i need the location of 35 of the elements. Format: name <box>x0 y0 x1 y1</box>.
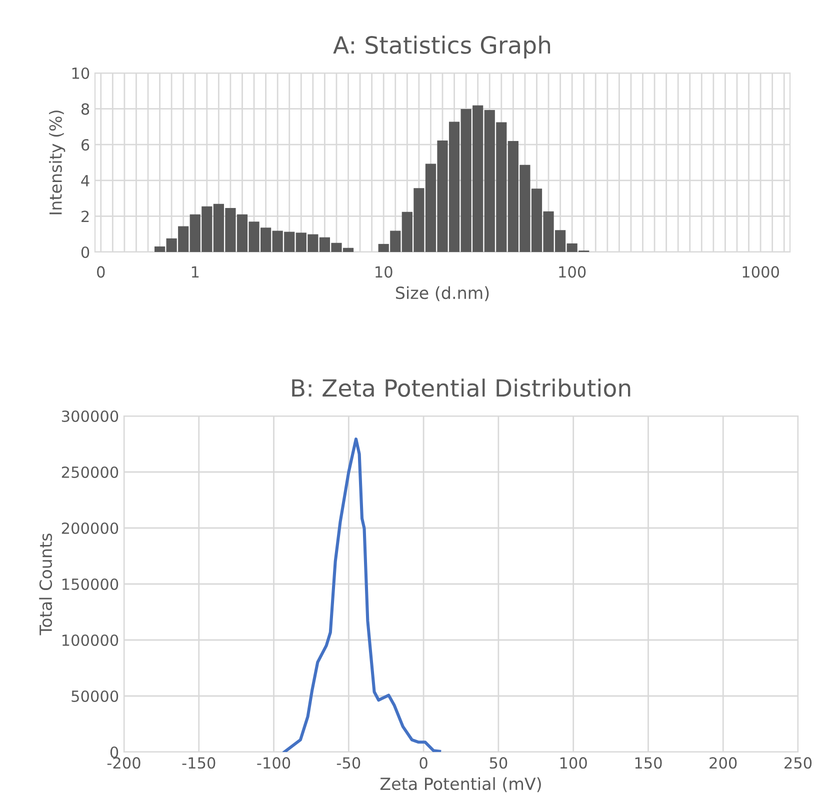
x-tick-label: 250 <box>784 757 812 769</box>
y-axis-title: Intensity (%) <box>49 110 66 214</box>
y-tick-label: 250000 <box>62 466 118 478</box>
y-tick-label: 150000 <box>62 578 118 590</box>
x-tick-label: 1000 <box>742 266 779 278</box>
x-tick-label: 0 <box>420 757 428 769</box>
x-tick-label: -50 <box>336 757 360 769</box>
x-tick-label: 50 <box>490 757 508 769</box>
x-axis-title: Size (d.nm) <box>396 286 489 302</box>
x-tick-label: 200 <box>710 757 737 769</box>
y-tick-label: 8 <box>81 103 90 115</box>
y-tick-label: 0 <box>110 746 118 758</box>
y-axis-title: Total Counts <box>39 534 52 636</box>
x-tick-label: 10 <box>376 266 392 278</box>
y-tick-label: 2 <box>82 210 89 222</box>
x-tick-label: -100 <box>257 757 290 769</box>
line-series <box>282 438 442 752</box>
y-tick-label: 50000 <box>72 690 118 702</box>
y-tick-label: 6 <box>81 139 90 151</box>
x-tick-label: 100 <box>559 266 586 278</box>
y-tick-label: 200000 <box>62 522 118 534</box>
y-tick-label: 0 <box>81 246 90 258</box>
y-tick-label: 300000 <box>62 410 118 422</box>
x-tick-label: 0 <box>97 266 105 278</box>
x-tick-label: 150 <box>635 757 662 769</box>
chart-title: B: Zeta Potential Distribution <box>292 378 630 397</box>
x-tick-label: -150 <box>182 757 216 769</box>
x-axis-title: Zeta Potential (mV) <box>380 777 541 792</box>
y-tick-label: 100000 <box>62 634 118 646</box>
x-tick-label: 100 <box>560 757 587 769</box>
y-tick-label: 4 <box>81 175 90 186</box>
x-tick-label: -200 <box>107 757 140 769</box>
y-tick-label: 10 <box>72 67 90 80</box>
x-tick-label: 1 <box>192 266 199 278</box>
chart-title: A: Statistics Graph <box>333 36 550 58</box>
